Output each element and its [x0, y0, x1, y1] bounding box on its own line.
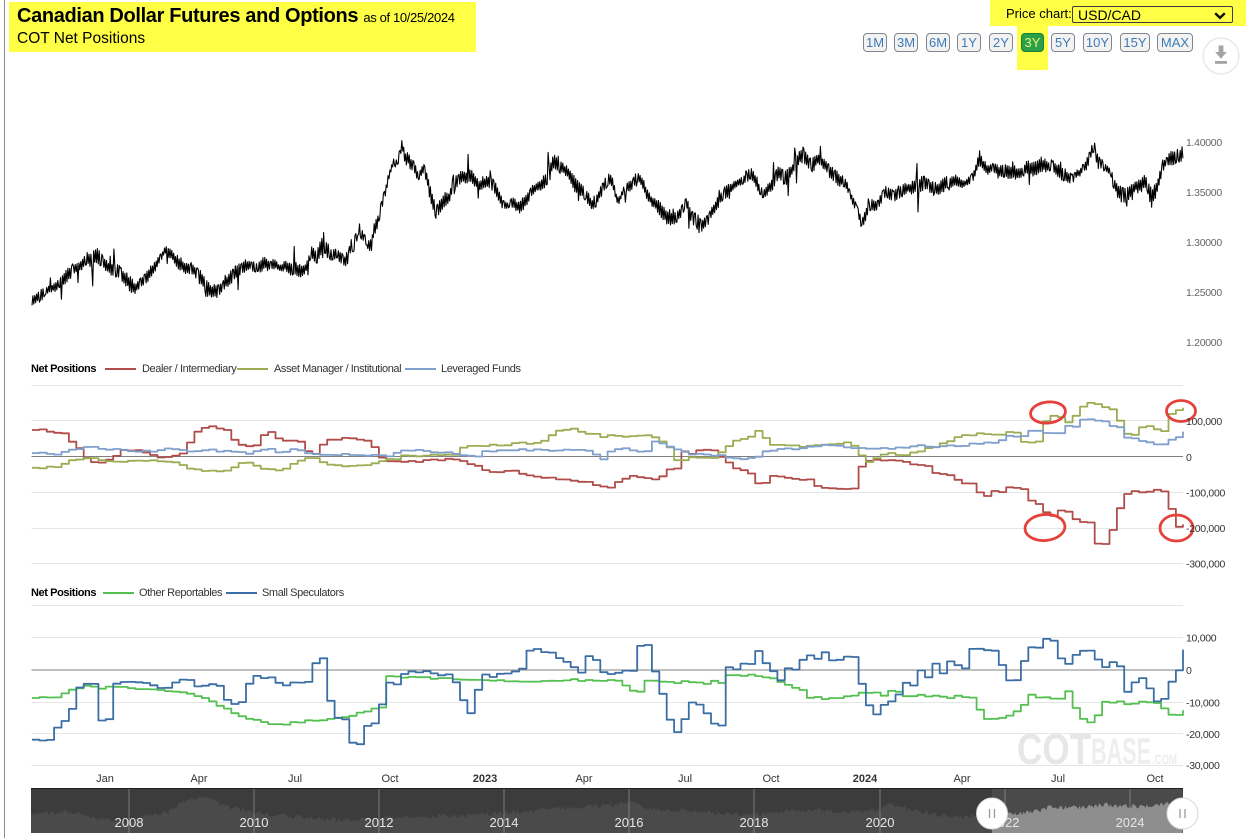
svg-text:0: 0	[1186, 665, 1192, 677]
svg-text:1.40000: 1.40000	[1186, 137, 1222, 149]
svg-text:-30,000: -30,000	[1186, 760, 1220, 772]
svg-text:BASE: BASE	[1091, 731, 1151, 772]
svg-text:100,000: 100,000	[1186, 416, 1222, 428]
svg-text:Oct: Oct	[381, 773, 398, 785]
svg-text:2012: 2012	[365, 815, 394, 830]
svg-text:-300,000: -300,000	[1186, 559, 1226, 571]
svg-text:Jul: Jul	[678, 773, 692, 785]
svg-text:COT: COT	[1017, 725, 1091, 774]
svg-text:Apr: Apr	[953, 773, 970, 785]
svg-text:-20,000: -20,000	[1186, 729, 1220, 741]
svg-text:2018: 2018	[740, 815, 769, 830]
svg-text:1.20000: 1.20000	[1186, 337, 1222, 349]
svg-text:1.30000: 1.30000	[1186, 237, 1222, 249]
svg-text:0: 0	[1186, 452, 1192, 464]
svg-text:2010: 2010	[240, 815, 269, 830]
svg-text:Oct: Oct	[1146, 773, 1163, 785]
svg-text:2020: 2020	[866, 815, 895, 830]
svg-text:-10,000: -10,000	[1186, 697, 1220, 709]
svg-text:Apr: Apr	[575, 773, 592, 785]
svg-text:Jul: Jul	[1051, 773, 1065, 785]
svg-text:2024: 2024	[1116, 815, 1145, 830]
svg-text:1.35000: 1.35000	[1186, 187, 1222, 199]
svg-text:2023: 2023	[473, 773, 497, 785]
svg-text:2024: 2024	[853, 773, 878, 785]
svg-text:Jan: Jan	[96, 773, 114, 785]
svg-text:-200,000: -200,000	[1186, 523, 1226, 535]
svg-text:Oct: Oct	[762, 773, 779, 785]
svg-text:-100,000: -100,000	[1186, 488, 1226, 500]
svg-text:2008: 2008	[115, 815, 144, 830]
svg-text:.COM: .COM	[1152, 752, 1177, 767]
svg-text:2014: 2014	[490, 815, 519, 830]
svg-text:Apr: Apr	[190, 773, 207, 785]
svg-text:10,000: 10,000	[1186, 633, 1217, 645]
svg-text:1.25000: 1.25000	[1186, 287, 1222, 299]
svg-text:2016: 2016	[615, 815, 644, 830]
svg-text:Jul: Jul	[288, 773, 302, 785]
